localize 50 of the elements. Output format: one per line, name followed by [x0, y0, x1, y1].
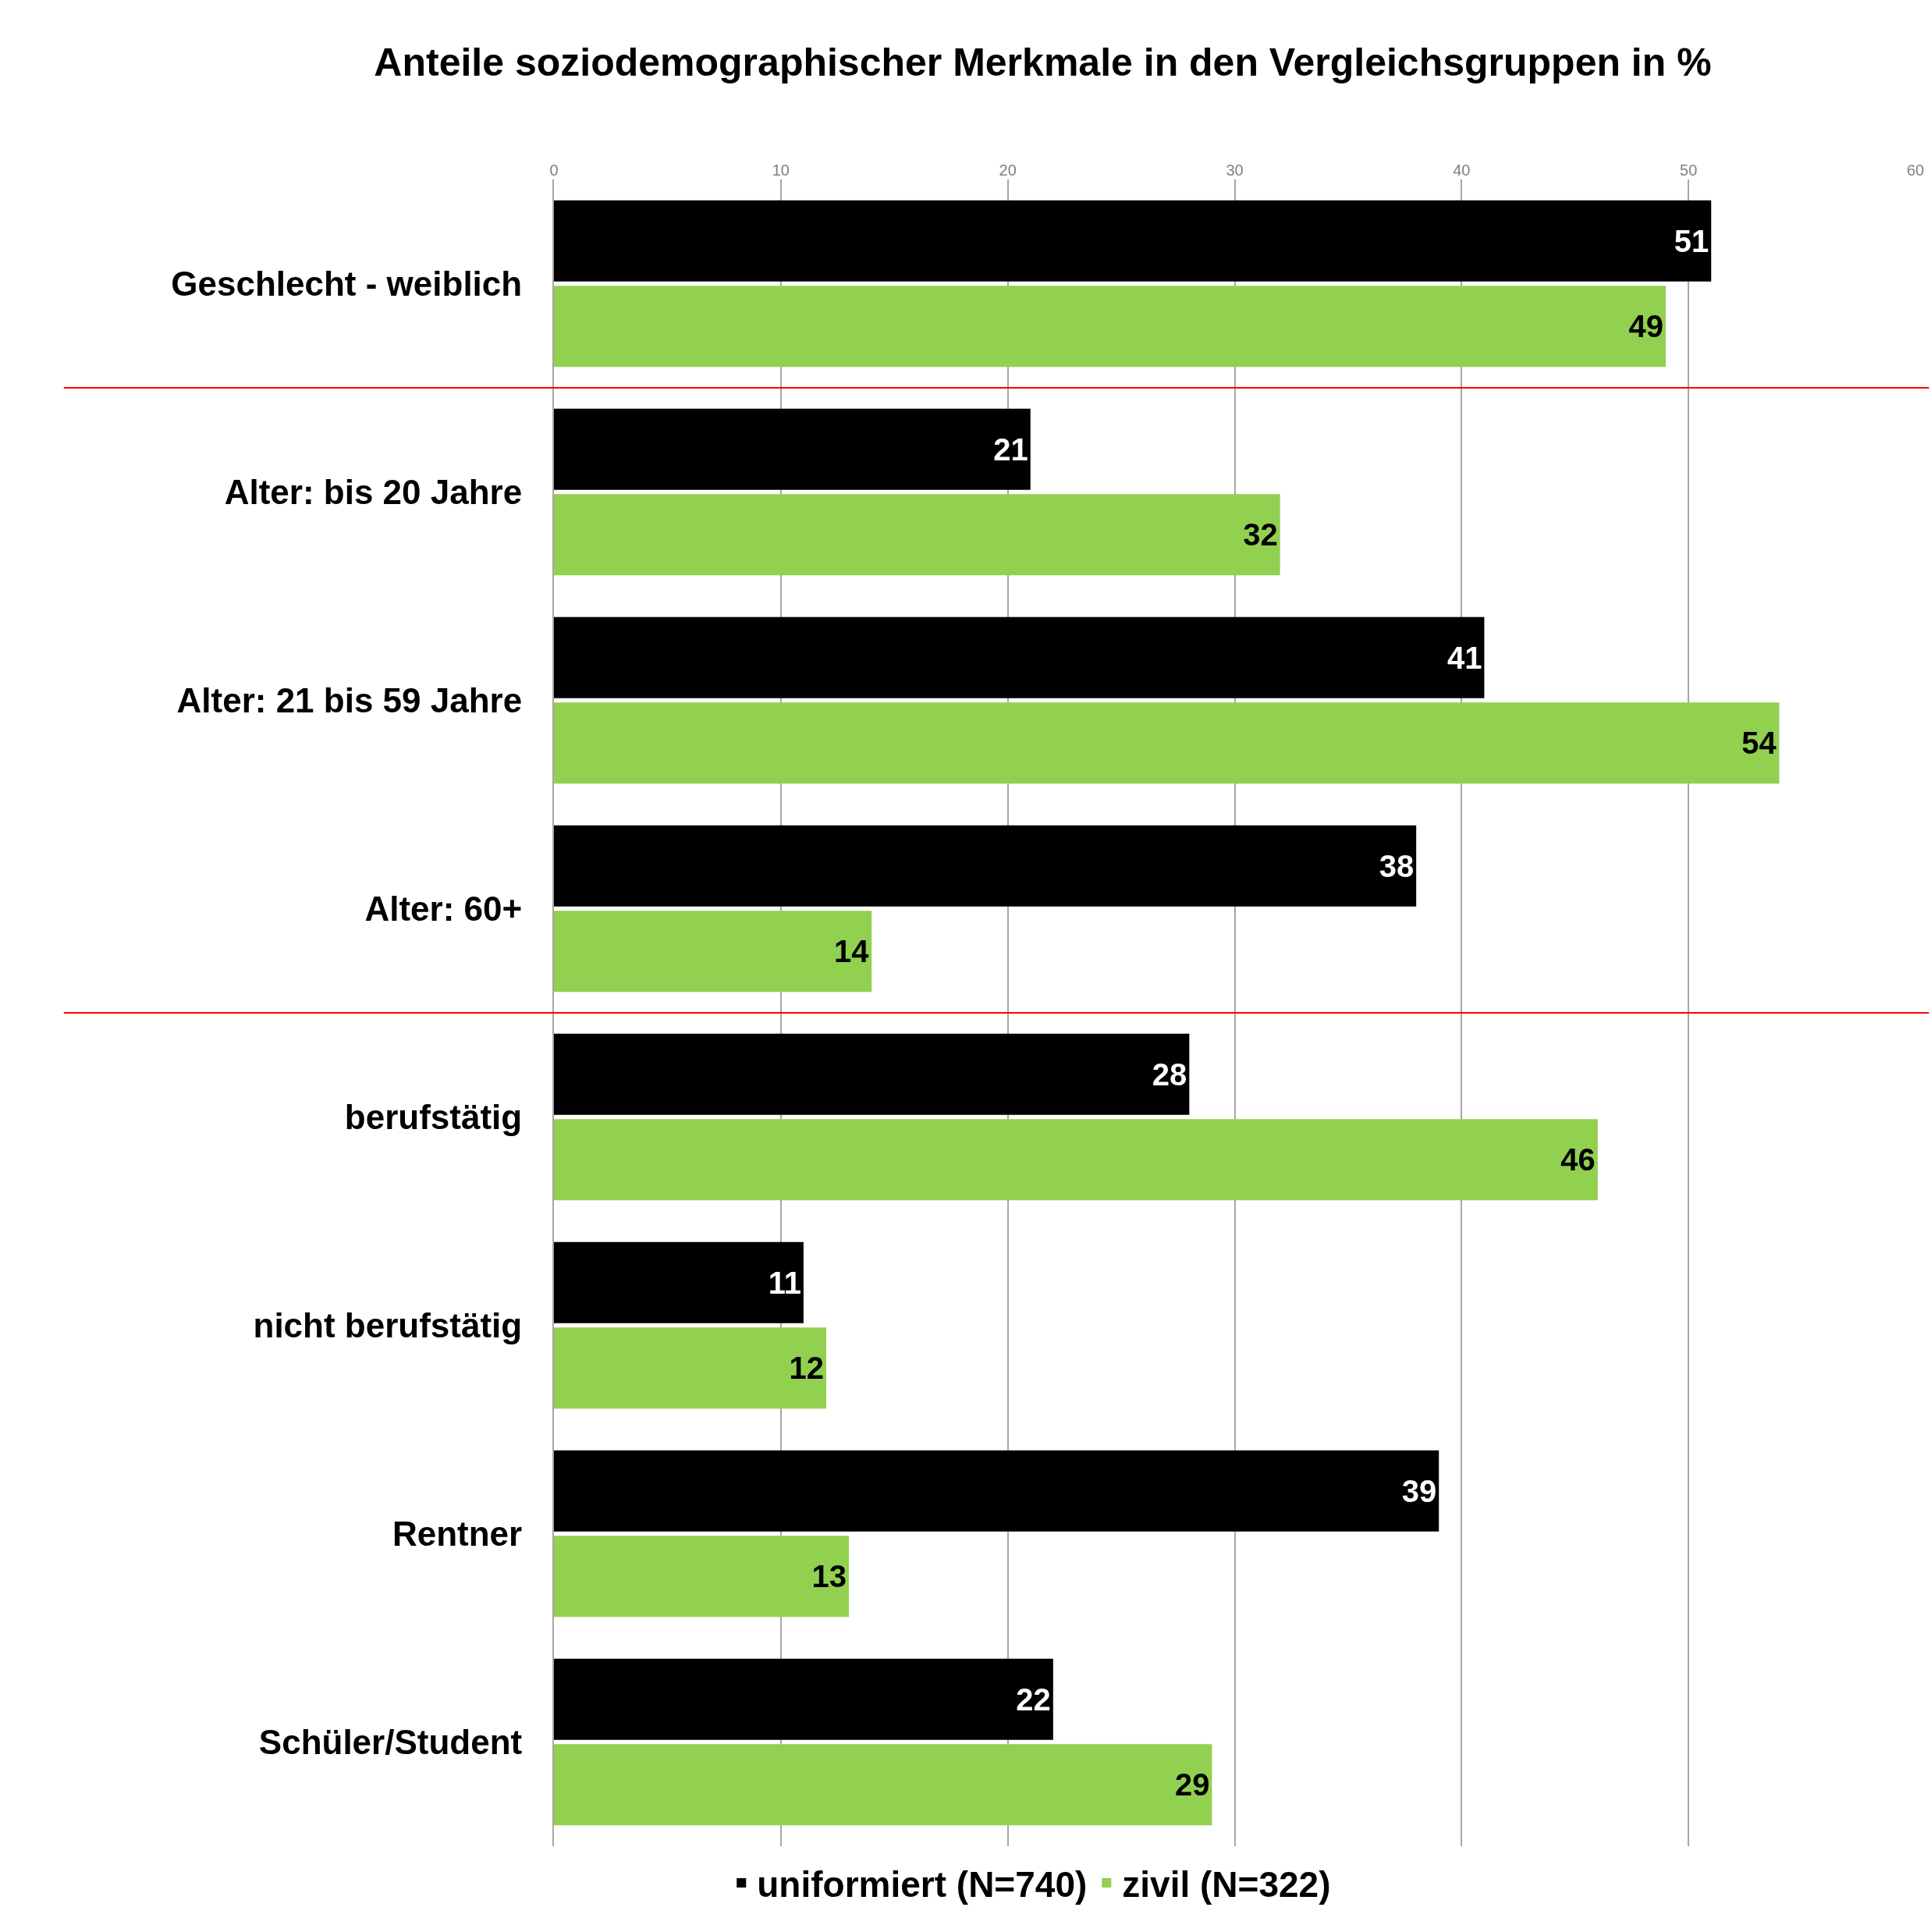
data-label: 12: [789, 1351, 824, 1386]
bar: [554, 286, 1667, 368]
bar: [554, 911, 872, 993]
data-label: 54: [1741, 726, 1777, 761]
bar: [554, 200, 1712, 282]
data-label: 28: [1152, 1057, 1187, 1092]
bar: [554, 408, 1031, 490]
x-tick-label: 20: [999, 162, 1017, 179]
bar: [554, 1327, 826, 1409]
data-label: 29: [1174, 1767, 1210, 1802]
y-tick-label: Alter: bis 20 Jahre: [224, 472, 523, 511]
data-label: 21: [993, 432, 1028, 467]
bar: [554, 494, 1280, 576]
y-tick-label: berufstätig: [344, 1097, 523, 1136]
chart-title: Anteile soziodemographischer Merkmale in den Vergleichsgruppen in %: [374, 40, 1712, 84]
bar: [554, 616, 1485, 698]
data-label: 41: [1446, 640, 1482, 675]
bar: [554, 1241, 804, 1323]
data-label: 51: [1674, 223, 1709, 258]
data-label: 38: [1379, 848, 1415, 883]
x-tick-label: 0: [549, 162, 559, 179]
y-tick-label: Rentner: [392, 1514, 523, 1553]
bar: [554, 1450, 1439, 1532]
x-tick-label: 50: [1680, 162, 1698, 179]
y-tick-label: Geschlecht - weiblich: [171, 264, 523, 303]
x-tick-label: 10: [772, 162, 790, 179]
y-tick-label: nicht berufstätig: [253, 1305, 523, 1344]
bar: [554, 1536, 850, 1618]
data-label: 46: [1560, 1142, 1596, 1177]
bar: [554, 1658, 1053, 1740]
y-tick-label: Schüler/Student: [258, 1722, 523, 1761]
bar: [554, 825, 1417, 907]
bar: [554, 1033, 1190, 1115]
data-label: 14: [833, 934, 870, 969]
data-label: 39: [1401, 1473, 1437, 1508]
y-tick-label: Alter: 60+: [364, 889, 523, 928]
data-label: 49: [1628, 309, 1664, 344]
x-tick-label: 30: [1226, 162, 1244, 179]
bar: [554, 702, 1780, 784]
data-label: 32: [1243, 517, 1278, 552]
data-label: 22: [1016, 1682, 1051, 1717]
x-tick-label: 60: [1906, 162, 1925, 179]
x-tick-label: 40: [1453, 162, 1471, 179]
y-tick-label: Alter: 21 bis 59 Jahre: [176, 680, 523, 719]
data-label: 11: [768, 1265, 801, 1300]
bar: [554, 1119, 1598, 1201]
bar: [554, 1744, 1212, 1826]
legend-label: uniformiert (N=740): [757, 1864, 1088, 1905]
data-label: 13: [811, 1559, 847, 1594]
legend-label: zivil (N=322): [1122, 1864, 1331, 1905]
